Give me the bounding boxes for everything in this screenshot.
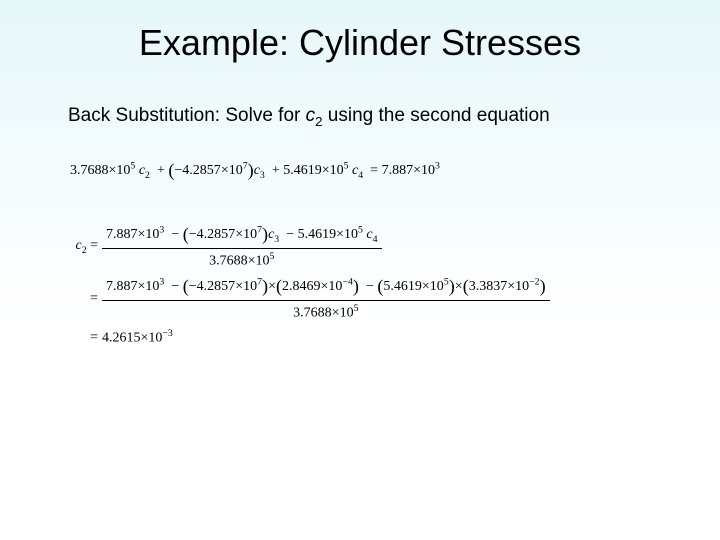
eq1-c-exp: 5 — [344, 161, 349, 172]
eq1-a: 3.7688 — [70, 163, 109, 178]
subtitle-var: c — [306, 105, 316, 126]
subtitle-sub: 2 — [315, 114, 322, 129]
l1-den-exp: 5 — [270, 251, 275, 262]
eq1-rhs-exp: 3 — [435, 161, 440, 172]
l1-c-sub: 4 — [373, 234, 378, 245]
x10: ×10 — [141, 331, 163, 346]
frac-1: 7.887×103 − (−4.2857×107)c3 − 5.4619×105… — [102, 224, 382, 270]
l2-den-exp: 5 — [354, 303, 359, 314]
l1-a-exp: 3 — [159, 224, 164, 235]
solve-line-3: = 4.2615×10−3 — [70, 328, 690, 347]
x10: ×10 — [507, 279, 529, 294]
slide-subtitle: Back Substitution: Solve for c2 using th… — [68, 105, 550, 129]
subtitle-pre: Back Substitution: Solve for — [68, 105, 306, 126]
eq1-c-sub: 4 — [358, 170, 363, 181]
eq1-rhs: 7.887 — [382, 163, 414, 178]
x10: ×10 — [413, 163, 435, 178]
l2-c-val-exp: −2 — [529, 277, 539, 288]
slide-title: Example: Cylinder Stresses — [0, 22, 720, 64]
eq-sign-2: = — [90, 291, 98, 306]
x10: ×10 — [235, 279, 257, 294]
equation-1: 3.7688×105 c2 + (−4.2857×107)c3 + 5.4619… — [70, 160, 690, 182]
eq1-c: 5.4619 — [283, 163, 322, 178]
x10: ×10 — [138, 279, 160, 294]
frac-2: 7.887×103 − (−4.2857×107)×(2.8469×10−4) … — [102, 276, 550, 322]
l2-b-val: 2.8469 — [282, 279, 321, 294]
lhs-sub: 2 — [82, 245, 87, 256]
eq-sign: = — [90, 238, 98, 253]
l2-a-exp: 3 — [159, 277, 164, 288]
l1-c-exp: 5 — [358, 224, 363, 235]
l2-b-val-exp: −4 — [342, 277, 352, 288]
l2-b: −4.2857 — [189, 279, 235, 294]
l1-c: 5.4619 — [298, 227, 337, 242]
l2-c: 5.4619 — [383, 279, 422, 294]
l2-a: 7.887 — [106, 279, 138, 294]
x10: ×10 — [332, 306, 354, 321]
subtitle-post: using the second equation — [323, 105, 550, 126]
x10: ×10 — [422, 279, 444, 294]
result-exp: −3 — [162, 328, 172, 339]
solve-line-1: c2 = 7.887×103 − (−4.2857×107)c3 − 5.461… — [70, 224, 690, 270]
eq1-a-exp: 5 — [130, 161, 135, 172]
l2-c-val: 3.3837 — [469, 279, 508, 294]
eq1-b: −4.2857 — [174, 163, 220, 178]
solve-line-2: = 7.887×103 − (−4.2857×107)×(2.8469×10−4… — [70, 276, 690, 322]
l1-b-sub: 3 — [274, 234, 279, 245]
x10: ×10 — [109, 163, 131, 178]
x10: ×10 — [235, 227, 257, 242]
result: 4.2615 — [102, 331, 141, 346]
x10: ×10 — [321, 279, 343, 294]
eq-sign-3: = — [90, 330, 98, 345]
l1-b: −4.2857 — [189, 227, 235, 242]
x10: ×10 — [248, 253, 270, 268]
x10: ×10 — [138, 227, 160, 242]
l1-a: 7.887 — [106, 227, 138, 242]
x10: ×10 — [221, 163, 243, 178]
x10: ×10 — [322, 163, 344, 178]
x10: ×10 — [336, 227, 358, 242]
l1-den: 3.7688 — [209, 253, 248, 268]
math-area: 3.7688×105 c2 + (−4.2857×107)c3 + 5.4619… — [70, 160, 690, 356]
solve-block: c2 = 7.887×103 − (−4.2857×107)c3 − 5.461… — [70, 224, 690, 348]
slide: Example: Cylinder Stresses Back Substitu… — [0, 0, 720, 540]
eq1-a-sub: 2 — [145, 170, 150, 181]
eq1-b-sub: 3 — [260, 170, 265, 181]
l2-den: 3.7688 — [293, 306, 332, 321]
